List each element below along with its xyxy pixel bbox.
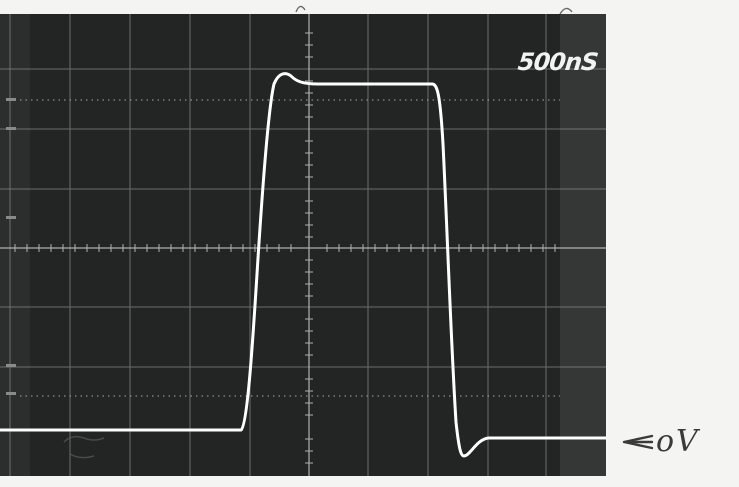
left-arrow-icon bbox=[622, 434, 654, 450]
left-edge-ticks bbox=[6, 98, 16, 395]
screen-background bbox=[0, 14, 606, 476]
screen-vignette-right bbox=[560, 14, 606, 476]
scratch-mark bbox=[63, 435, 105, 459]
waveform-trace bbox=[0, 72, 606, 458]
graticule bbox=[0, 14, 606, 476]
graticule-dotted bbox=[20, 99, 560, 397]
oscilloscope-screen bbox=[0, 14, 606, 476]
graticule-center-axes bbox=[0, 14, 606, 476]
zero-volt-label: oV bbox=[656, 424, 700, 459]
timebase-label: 500nS bbox=[516, 48, 599, 76]
